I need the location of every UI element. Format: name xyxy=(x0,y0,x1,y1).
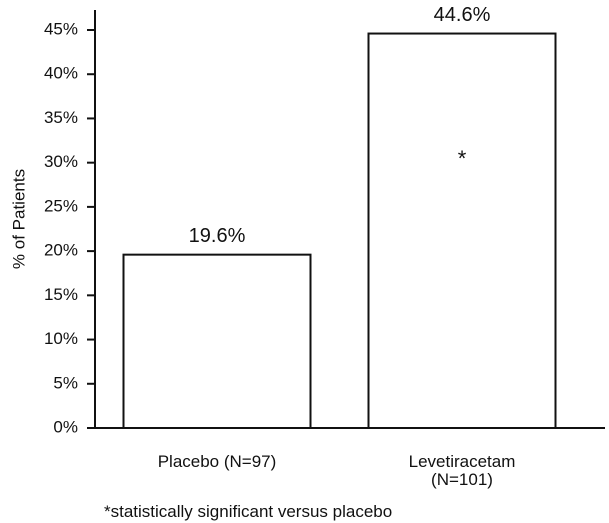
x-tick-label: Levetiracetam (N=101) xyxy=(408,452,516,489)
y-tick-label: 30% xyxy=(44,152,78,171)
y-tick-label: 5% xyxy=(53,373,78,392)
value-label: 44.6% xyxy=(434,4,491,26)
y-tick-label: 0% xyxy=(53,417,78,436)
y-axis-label: % of Patients xyxy=(9,169,28,269)
y-tick-label: 25% xyxy=(44,196,78,215)
x-tick-label: Placebo (N=97) xyxy=(157,452,277,471)
value-label: 19.6% xyxy=(189,225,246,247)
y-tick-label: 40% xyxy=(44,64,78,83)
y-tick-label: 45% xyxy=(44,19,78,38)
bar xyxy=(122,253,312,429)
y-tick-label: 35% xyxy=(44,108,78,127)
annotation: * xyxy=(458,146,467,171)
footnote: *statistically significant versus placeb… xyxy=(104,502,393,521)
bar xyxy=(367,32,557,429)
y-tick-label: 20% xyxy=(44,241,78,260)
y-tick-label: 15% xyxy=(44,285,78,304)
y-tick-label: 10% xyxy=(44,329,78,348)
